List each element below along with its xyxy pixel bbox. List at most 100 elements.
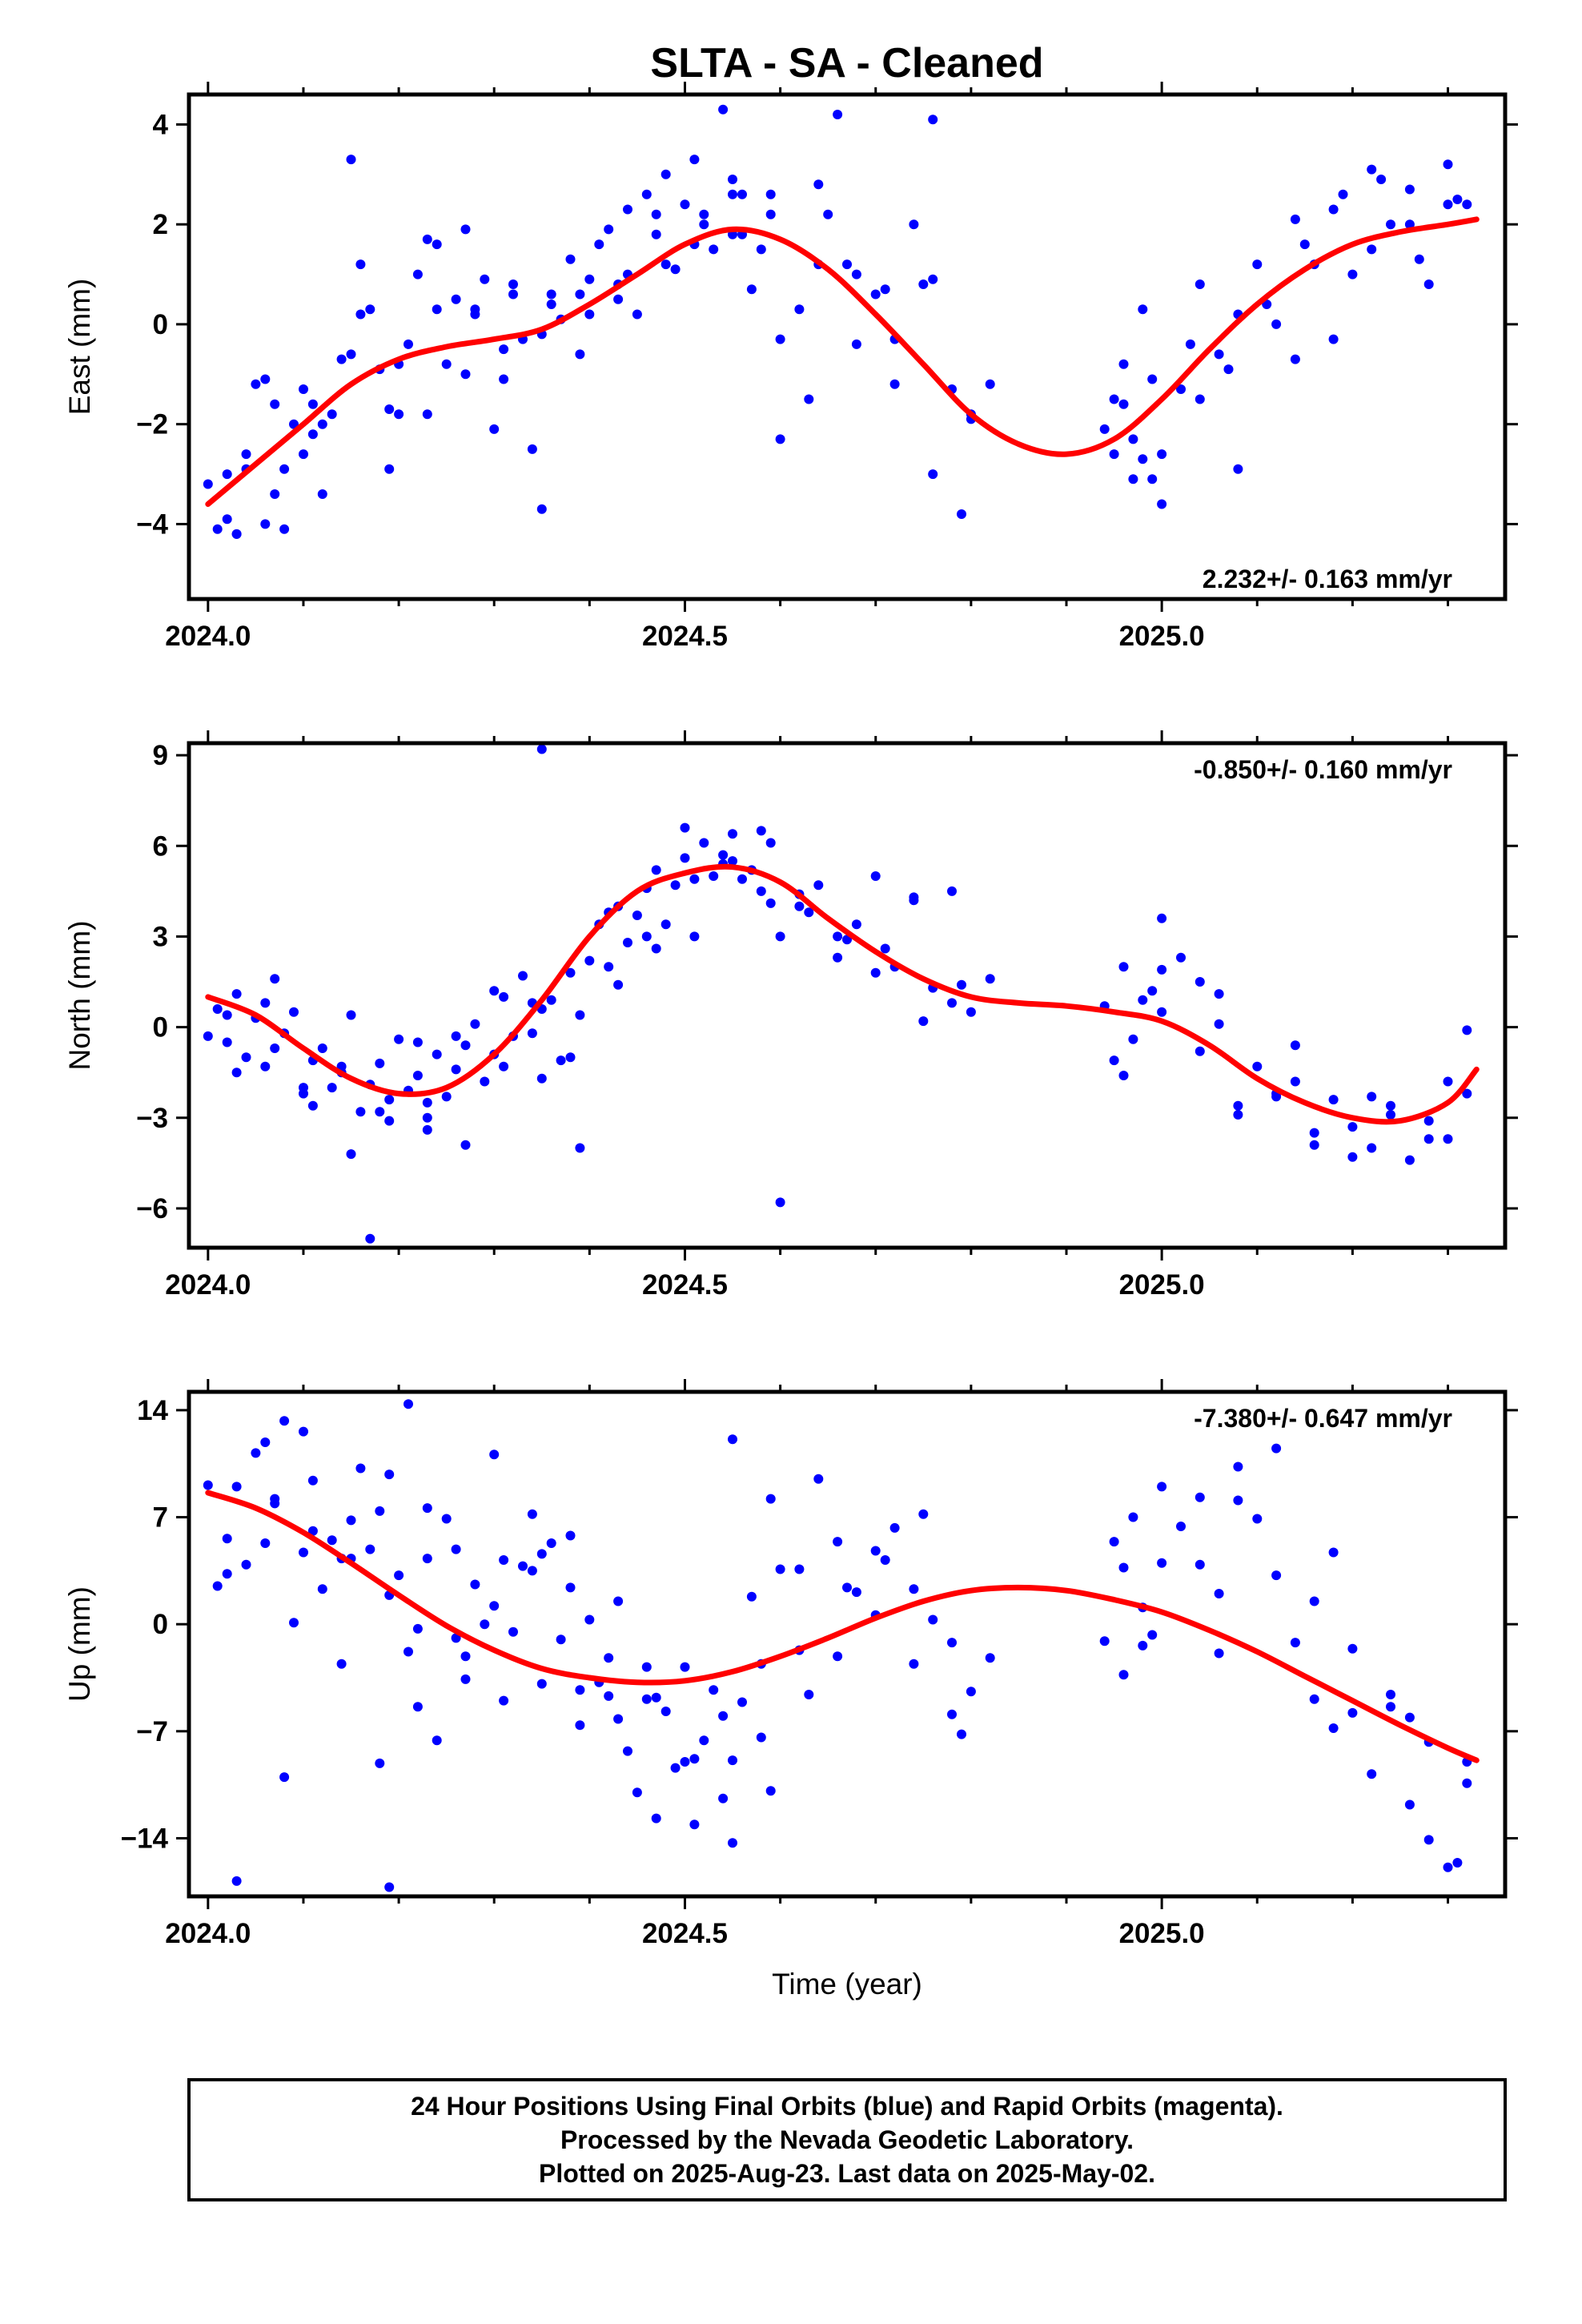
data-point	[1376, 175, 1387, 184]
data-point	[1423, 1116, 1434, 1126]
data-point	[842, 1582, 852, 1593]
data-point	[394, 409, 404, 420]
data-point	[928, 274, 938, 284]
chart-panel-2: 2024.0 2024.5 2025.0 −6 −3 0 3 6 9 North (mm) -0.8…	[63, 730, 1518, 1301]
data-point	[307, 399, 318, 409]
data-point	[384, 464, 395, 474]
data-point	[1443, 159, 1453, 170]
data-point	[689, 1819, 700, 1830]
data-point	[412, 1037, 423, 1047]
data-point	[527, 1509, 537, 1519]
data-point	[1233, 1110, 1243, 1120]
data-point	[307, 1475, 318, 1486]
data-point	[718, 104, 729, 115]
data-point	[1347, 1152, 1358, 1162]
data-point	[1290, 354, 1300, 364]
data-point	[833, 931, 843, 942]
data-point	[518, 971, 528, 981]
data-point	[985, 379, 995, 389]
data-point	[1176, 1522, 1186, 1531]
data-point	[451, 1064, 461, 1075]
data-point	[928, 1614, 938, 1625]
data-point	[728, 829, 737, 839]
data-point	[432, 304, 442, 315]
data-point	[1185, 339, 1195, 349]
data-point	[241, 449, 251, 460]
data-point	[203, 479, 213, 489]
data-point	[833, 110, 843, 119]
x-tick-label: 2024.0	[165, 1918, 251, 1949]
data-point	[1138, 454, 1148, 464]
data-point	[222, 514, 232, 525]
data-point	[299, 384, 308, 394]
data-point	[1328, 1723, 1339, 1733]
x-tick-label: 2024.5	[642, 1269, 728, 1301]
data-point	[1462, 1025, 1472, 1035]
data-point	[957, 979, 966, 990]
data-point	[336, 354, 347, 364]
data-point	[699, 1735, 709, 1746]
data-point	[670, 880, 681, 891]
data-point	[1214, 1019, 1224, 1029]
data-point	[1109, 1055, 1119, 1066]
data-point	[1223, 364, 1234, 375]
data-point	[765, 898, 776, 908]
axis-ticks	[176, 730, 1518, 1261]
data-point	[584, 309, 595, 320]
data-point	[422, 409, 432, 420]
data-point	[270, 489, 280, 499]
data-point	[775, 434, 785, 444]
data-point	[909, 892, 919, 903]
data-point	[833, 1651, 843, 1662]
data-point	[1147, 474, 1158, 485]
data-point	[470, 304, 480, 315]
data-point	[451, 294, 461, 304]
data-point	[1338, 189, 1348, 199]
data-point	[1233, 1462, 1243, 1472]
data-point	[536, 1549, 547, 1559]
data-point	[489, 986, 500, 996]
data-point	[1195, 1046, 1205, 1056]
data-point	[1118, 1670, 1129, 1680]
data-point	[1195, 977, 1205, 987]
data-point	[1138, 995, 1148, 1005]
data-point	[1404, 1799, 1415, 1810]
data-point	[384, 1470, 395, 1480]
data-point	[422, 1503, 432, 1514]
data-point	[823, 209, 833, 219]
data-point	[1367, 1769, 1377, 1779]
data-point	[689, 155, 700, 165]
data-point	[794, 1564, 805, 1574]
data-point	[412, 1702, 423, 1712]
data-point	[575, 1010, 585, 1020]
data-point	[212, 1581, 223, 1591]
data-point	[1347, 1643, 1358, 1654]
data-point	[728, 1838, 737, 1848]
data-point	[728, 856, 737, 866]
y-axis-label: Up (mm)	[63, 1586, 96, 1702]
data-point	[765, 189, 776, 199]
footer-line-2: Processed by the Nevada Geodetic Laborat…	[560, 2125, 1134, 2154]
data-point	[270, 1498, 280, 1509]
data-point	[1147, 1630, 1158, 1640]
data-point	[1452, 1858, 1463, 1868]
data-point	[661, 259, 671, 270]
data-point	[699, 219, 709, 230]
data-point	[756, 826, 766, 836]
data-point	[651, 1813, 661, 1823]
data-point	[737, 1697, 747, 1707]
data-point	[1118, 399, 1129, 409]
data-point	[279, 1416, 290, 1426]
data-point	[317, 489, 327, 499]
data-point	[279, 524, 290, 534]
data-point	[1138, 1640, 1148, 1651]
data-point	[728, 189, 737, 199]
data-point	[928, 469, 938, 480]
data-point	[299, 449, 308, 460]
data-point	[756, 1732, 766, 1743]
data-point	[441, 1092, 452, 1102]
y-tick-label: 6	[153, 830, 168, 862]
data-point	[536, 1073, 547, 1084]
data-point	[1176, 952, 1186, 963]
data-point	[623, 204, 632, 215]
